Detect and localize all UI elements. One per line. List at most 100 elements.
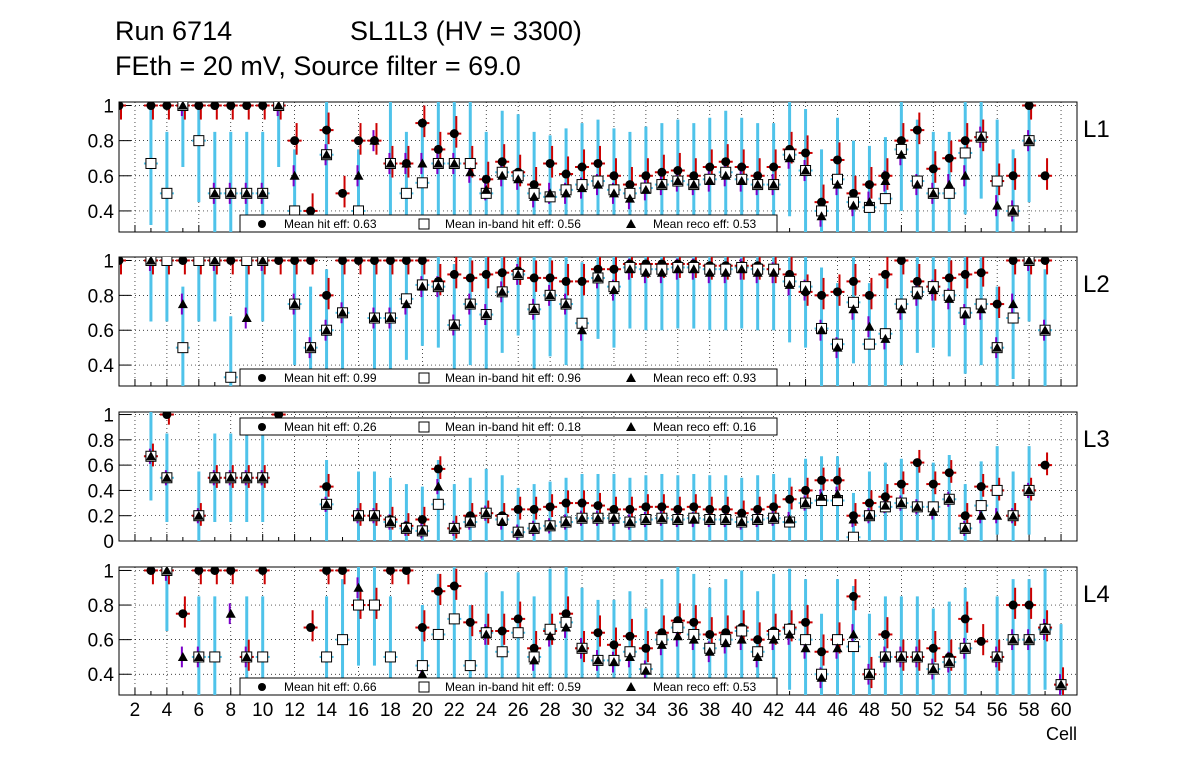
reco-point (848, 304, 859, 314)
hit-point (497, 157, 507, 167)
hit-point (880, 171, 890, 181)
hit-point (274, 257, 284, 265)
inband-point (177, 342, 189, 354)
reco-point (593, 655, 603, 665)
reco-point (640, 665, 651, 675)
legend-inband-marker (418, 421, 430, 433)
reco-point (577, 325, 588, 335)
hit-point (258, 567, 268, 575)
legend-hit-label: Mean hit eff: 0.99 (284, 371, 377, 385)
hit-point (609, 171, 619, 181)
reco-point (481, 508, 492, 518)
reco-point (401, 158, 412, 168)
hit-point (290, 136, 300, 146)
hit-point (481, 174, 491, 184)
hit-point (162, 102, 172, 111)
legend-reco-label: Mean reco eff: 0.53 (653, 680, 757, 694)
hit-point (689, 171, 699, 181)
y-tick-label: 0 (103, 532, 114, 553)
reco-point (593, 272, 603, 282)
reco-point (784, 279, 795, 289)
reco-point (433, 481, 444, 491)
hit-point (705, 629, 715, 639)
reco-point (896, 304, 907, 314)
hit-point (657, 167, 667, 177)
reco-point (177, 102, 188, 110)
legend: Mean hit eff: 0.66 Mean in-band hit eff: … (239, 677, 778, 696)
hit-point (848, 591, 858, 601)
reco-point (1056, 679, 1067, 689)
x-axis-label: Cell (1046, 724, 1077, 744)
reco-point (273, 102, 284, 110)
reco-point (720, 170, 731, 180)
hit-point (880, 629, 890, 639)
hit-point (529, 643, 539, 653)
inband-point (991, 175, 1003, 187)
hit-point (178, 609, 188, 619)
hit-point (290, 257, 300, 265)
reco-point (225, 188, 236, 198)
hit-point (481, 269, 491, 279)
inband-point (161, 257, 173, 266)
hit-point (880, 269, 890, 279)
inband-point (321, 651, 333, 663)
reco-point (784, 629, 795, 639)
hit-point (449, 129, 459, 139)
x-tick-label: 50 (891, 700, 912, 721)
y-tick-label: 0.6 (88, 167, 114, 188)
reco-point (896, 651, 907, 661)
reco-point (193, 651, 204, 661)
hit-point (369, 257, 379, 265)
x-tick-label: 58 (1019, 700, 1040, 721)
hit-point (689, 502, 699, 512)
hit-point (944, 153, 954, 163)
hit-point (449, 581, 459, 591)
panel-l4: 0.4 0.6 0.8 1 L4 Mean hit eff: 0.66 Mean in-ba… (88, 561, 1110, 744)
reco-point (752, 651, 763, 661)
reco-point (608, 188, 619, 198)
hit-point (242, 102, 252, 111)
hit-point (306, 257, 316, 265)
hit-point (625, 631, 635, 641)
legend-inband-label: Mean in-band hit eff: 0.59 (445, 680, 581, 694)
hit-point (401, 567, 411, 575)
hit-point (194, 102, 204, 111)
x-tick-label: 22 (444, 700, 465, 721)
reco-point (912, 290, 923, 300)
hit-point (146, 567, 156, 575)
inband-point (512, 627, 524, 639)
x-tick-label: 48 (859, 700, 880, 721)
reco-point (1024, 485, 1035, 495)
inband-point (736, 625, 748, 637)
inband-point (384, 651, 396, 663)
reco-point (593, 179, 603, 189)
y-tick-label: 1 (103, 406, 114, 427)
hit-point (657, 502, 667, 512)
reco-point (545, 290, 556, 300)
reco-point (960, 643, 971, 653)
reco-point (832, 342, 843, 352)
reco-point (608, 513, 619, 523)
reco-point (608, 285, 619, 295)
x-tick-label: 12 (284, 700, 305, 721)
inband-point (368, 599, 380, 611)
hit-point (976, 636, 986, 646)
reco-point (545, 188, 556, 198)
hit-point (433, 464, 443, 474)
reco-point (465, 299, 476, 309)
hit-point (322, 482, 332, 492)
reco-point (768, 634, 779, 644)
reco-point (976, 304, 987, 314)
reco-point (1024, 634, 1035, 644)
settings-title: FEth = 20 mV, Source filter = 69.0 (115, 51, 521, 81)
legend-inband-label: Mean in-band hit eff: 0.56 (445, 217, 581, 231)
reco-point (225, 608, 236, 618)
inband-point (416, 660, 428, 672)
reco-point (561, 517, 572, 527)
hit-point (801, 617, 811, 627)
reco-point (688, 514, 699, 524)
hit-point (338, 567, 348, 575)
y-tick-label: 0.8 (88, 286, 114, 307)
hit-point (1040, 460, 1050, 470)
reco-point (656, 513, 667, 523)
